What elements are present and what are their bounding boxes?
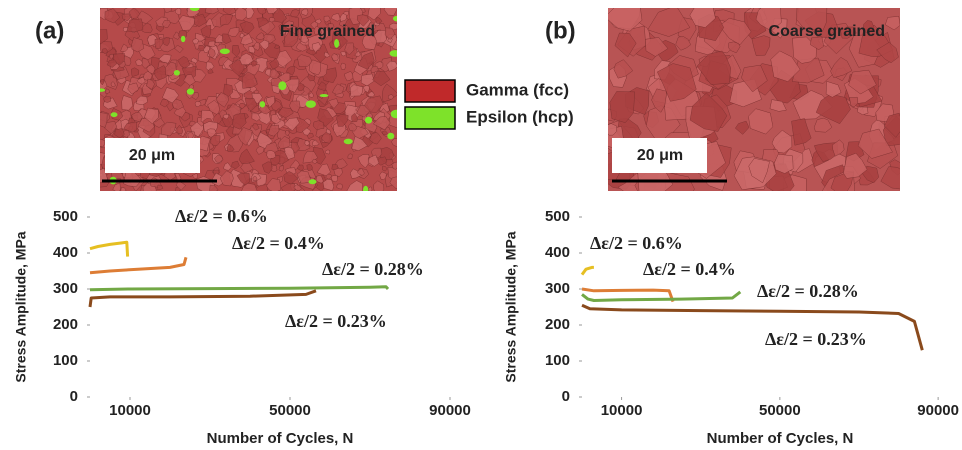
grain — [332, 165, 338, 170]
x-tick-label: 10000 — [601, 402, 643, 419]
legend-swatch — [405, 107, 455, 129]
y-axis-title: Stress Amplitude, MPa — [503, 231, 519, 382]
grain — [193, 39, 199, 44]
figure: (a) (b) Fine grained Coarse grained 20 μ… — [0, 0, 962, 450]
grain — [181, 36, 186, 42]
data-line — [90, 242, 128, 256]
series-label: Δε/2 = 0.4% — [232, 233, 325, 253]
y-tick-label: 300 — [545, 280, 570, 297]
x-tick-label: 10000 — [109, 402, 151, 419]
grain — [205, 3, 218, 14]
grain — [334, 39, 339, 48]
grain — [387, 133, 394, 140]
data-line — [582, 267, 594, 274]
panel-label: (b) — [545, 17, 576, 44]
y-tick-label: 300 — [53, 280, 78, 297]
grain — [278, 81, 286, 90]
x-axis-title: Number of Cycles, N — [207, 430, 354, 447]
grain — [96, 88, 105, 92]
grain — [393, 16, 401, 22]
series-label: Δε/2 = 0.28% — [322, 259, 424, 279]
y-tick-label: 200 — [545, 316, 570, 333]
y-tick-label: 100 — [545, 352, 570, 369]
data-line — [90, 291, 316, 307]
x-tick-label: 50000 — [759, 402, 801, 419]
legend-label: Gamma (fcc) — [466, 80, 569, 99]
data-line — [582, 292, 740, 301]
series-label: Δε/2 = 0.6% — [590, 233, 683, 253]
grain — [365, 117, 372, 124]
grain — [93, 112, 108, 127]
legend-swatch — [405, 80, 455, 102]
data-line — [90, 257, 186, 273]
grain — [363, 186, 368, 195]
grain — [260, 101, 266, 107]
x-tick-label: 50000 — [269, 402, 311, 419]
panel-caption: Fine grained — [280, 23, 375, 40]
grain — [344, 139, 353, 145]
grain — [104, 97, 111, 103]
grain — [331, 175, 338, 182]
grain — [309, 179, 317, 184]
series-label: Δε/2 = 0.23% — [765, 329, 867, 349]
series-label: Δε/2 = 0.23% — [285, 311, 387, 331]
grain — [774, 154, 793, 173]
series-label: Δε/2 = 0.6% — [175, 206, 268, 226]
y-tick-label: 0 — [562, 388, 570, 405]
series-label: Δε/2 = 0.4% — [643, 259, 736, 279]
series-label: Δε/2 = 0.28% — [757, 281, 859, 301]
panel-caption: Coarse grained — [769, 23, 885, 40]
scale-label: 20 μm — [129, 147, 175, 164]
y-tick-label: 0 — [70, 388, 78, 405]
grain — [111, 112, 118, 117]
y-tick-label: 100 — [53, 352, 78, 369]
grain — [391, 110, 402, 119]
grain — [306, 100, 316, 108]
page: (a) (b) Fine grained Coarse grained 20 μ… — [0, 0, 962, 450]
legend: Gamma (fcc) Epsilon (hcp) — [405, 80, 574, 129]
y-tick-label: 500 — [545, 208, 570, 225]
y-tick-label: 200 — [53, 316, 78, 333]
grain — [320, 94, 329, 97]
panel-label: (a) — [35, 17, 64, 44]
y-tick-label: 400 — [545, 244, 570, 261]
grain — [341, 63, 346, 70]
grain — [389, 50, 400, 57]
grain — [187, 88, 194, 94]
grain — [190, 5, 200, 11]
x-tick-label: 90000 — [429, 402, 471, 419]
y-tick-label: 500 — [53, 208, 78, 225]
grain — [220, 49, 230, 55]
x-axis-title: Number of Cycles, N — [707, 430, 854, 447]
y-tick-label: 400 — [53, 244, 78, 261]
legend-label: Epsilon (hcp) — [466, 107, 574, 126]
grain — [97, 139, 105, 147]
y-axis-title: Stress Amplitude, MPa — [13, 231, 29, 382]
grain — [174, 70, 180, 76]
data-line — [582, 305, 922, 350]
data-line — [90, 287, 388, 290]
scale-label: 20 μm — [637, 147, 683, 164]
grain — [350, 85, 363, 97]
x-tick-label: 90000 — [917, 402, 959, 419]
grain — [127, 19, 144, 32]
grain — [188, 133, 194, 139]
